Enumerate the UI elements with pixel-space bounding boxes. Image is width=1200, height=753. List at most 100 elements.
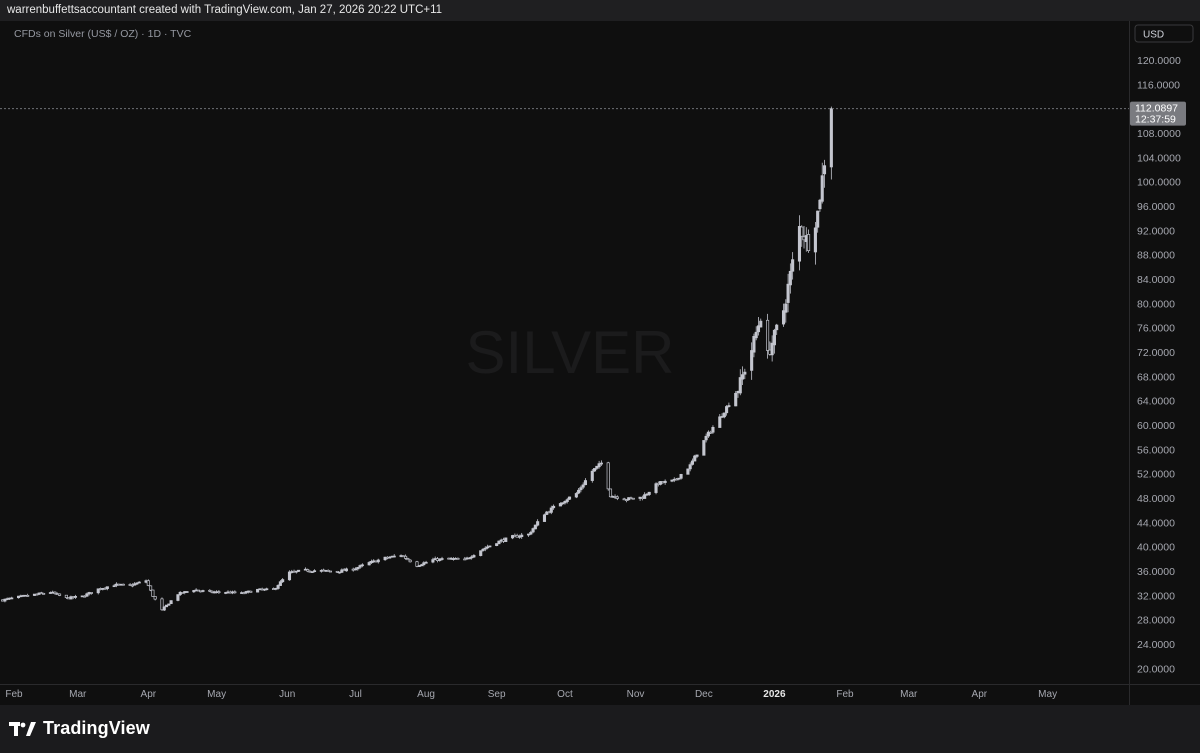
candle-body xyxy=(42,592,46,595)
candle-body xyxy=(695,454,699,457)
candle-body xyxy=(85,593,89,597)
symbol-watermark: SILVER xyxy=(466,319,675,386)
candle-body xyxy=(756,325,761,333)
candle-body xyxy=(160,598,164,611)
time-tick-label: Nov xyxy=(627,689,645,700)
price-tag-background xyxy=(1130,101,1186,126)
candle-body xyxy=(608,488,613,498)
price-tick-label: 96.0000 xyxy=(1137,201,1175,213)
candle-body xyxy=(722,412,726,418)
time-tick-label: Jun xyxy=(279,689,295,700)
candle-body xyxy=(169,600,173,605)
candle-body xyxy=(306,569,310,572)
candle-body xyxy=(813,227,817,253)
candle-body xyxy=(788,270,792,286)
candle-body xyxy=(704,435,708,441)
candle-body xyxy=(752,336,756,353)
candle-body xyxy=(367,562,371,566)
candle-body xyxy=(800,226,804,237)
candle-body xyxy=(520,534,524,537)
candle-body xyxy=(167,603,171,606)
candle-body xyxy=(358,565,362,568)
candle-body xyxy=(312,570,317,573)
candle-body xyxy=(105,586,109,589)
candle-body xyxy=(526,533,531,536)
price-tick-label: 108.0000 xyxy=(1137,128,1181,140)
candle-body xyxy=(654,483,658,493)
candle-body xyxy=(137,581,141,584)
candle-body xyxy=(297,569,301,572)
price-tick-label: 28.0000 xyxy=(1137,615,1175,627)
candle-body xyxy=(807,234,811,252)
price-tick-label: 48.0000 xyxy=(1137,493,1175,505)
time-axis[interactable]: Feb Mar Apr May Jun Jul Aug Sep Oct Nov Dec 2026 Feb… xyxy=(5,689,1057,700)
candle-body xyxy=(706,431,710,437)
candle-body xyxy=(727,405,731,407)
time-tick-label: May xyxy=(207,689,226,700)
candle-body xyxy=(278,581,282,586)
chart-svg[interactable]: SILVER CFDs on Silver (US$ / OZ) · 1D · … xyxy=(0,21,1200,705)
candle-body xyxy=(53,591,57,594)
candle-body xyxy=(376,559,380,563)
candle-body xyxy=(406,558,410,561)
candle-body xyxy=(818,199,822,210)
candle-body xyxy=(164,604,169,608)
candle-body xyxy=(310,571,314,573)
candle-body xyxy=(545,511,549,515)
time-tick-label: Feb xyxy=(5,689,23,700)
candle-body xyxy=(711,426,715,433)
candle-body xyxy=(440,558,444,560)
candle-body xyxy=(574,493,578,498)
candle-body xyxy=(531,528,535,533)
brand-logo[interactable]: TradingView xyxy=(9,718,150,739)
candle-body xyxy=(408,559,412,563)
candle-body xyxy=(775,324,779,331)
candle-body xyxy=(766,319,770,351)
time-tick-label: Feb xyxy=(836,689,854,700)
candle-body xyxy=(595,465,599,469)
price-tick-label: 84.0000 xyxy=(1137,274,1175,286)
candle-body xyxy=(579,487,583,491)
price-tick-label: 100.0000 xyxy=(1137,177,1181,189)
price-chart[interactable]: SILVER CFDs on Silver (US$ / OZ) · 1D · … xyxy=(0,21,1200,705)
candle-body xyxy=(549,507,553,513)
price-tick-label: 36.0000 xyxy=(1137,566,1175,578)
candle-body xyxy=(256,588,260,593)
candle-body xyxy=(533,524,537,530)
candle-body xyxy=(483,547,487,550)
candle-body xyxy=(770,342,774,356)
candle-body xyxy=(822,165,827,175)
candle-body xyxy=(593,468,597,472)
candle-body xyxy=(73,596,78,598)
candle-body xyxy=(424,561,428,564)
price-tick-label: 64.0000 xyxy=(1137,396,1175,408)
candle-body xyxy=(786,283,790,303)
currency-button[interactable] xyxy=(1134,24,1194,43)
symbol-label: CFDs on Silver (US$ / OZ) · 1D · TVC xyxy=(14,28,192,40)
candle-body xyxy=(529,532,533,535)
candle-body xyxy=(96,588,100,594)
tradingview-logo-icon xyxy=(9,721,36,736)
candle-body xyxy=(599,462,603,465)
candle-body xyxy=(718,416,722,428)
candle-body xyxy=(677,477,681,480)
candle-body xyxy=(392,555,396,558)
candle-body xyxy=(565,499,569,502)
time-tick-label: Mar xyxy=(900,689,918,700)
candle-body xyxy=(287,571,292,581)
candle-body xyxy=(784,303,788,313)
candle-body xyxy=(563,500,567,504)
candle-body xyxy=(463,558,467,561)
credit-text: warrenbuffettsaccountant created with Tr… xyxy=(7,4,443,16)
price-tick-label: 92.0000 xyxy=(1137,225,1175,237)
price-tick-label: 88.0000 xyxy=(1137,250,1175,262)
candle-body xyxy=(281,579,285,583)
price-tick-label: 116.0000 xyxy=(1137,79,1180,91)
price-axis[interactable]: 20.0000 24.0000 28.0000 32.0000 36.0000 40.00… xyxy=(1137,31,1181,676)
time-tick-label: Jul xyxy=(349,689,362,700)
candle-body xyxy=(404,555,408,559)
candle-body xyxy=(249,590,253,593)
candle-body xyxy=(690,460,695,465)
candle-body xyxy=(702,440,706,456)
time-tick-label: Oct xyxy=(557,689,573,700)
